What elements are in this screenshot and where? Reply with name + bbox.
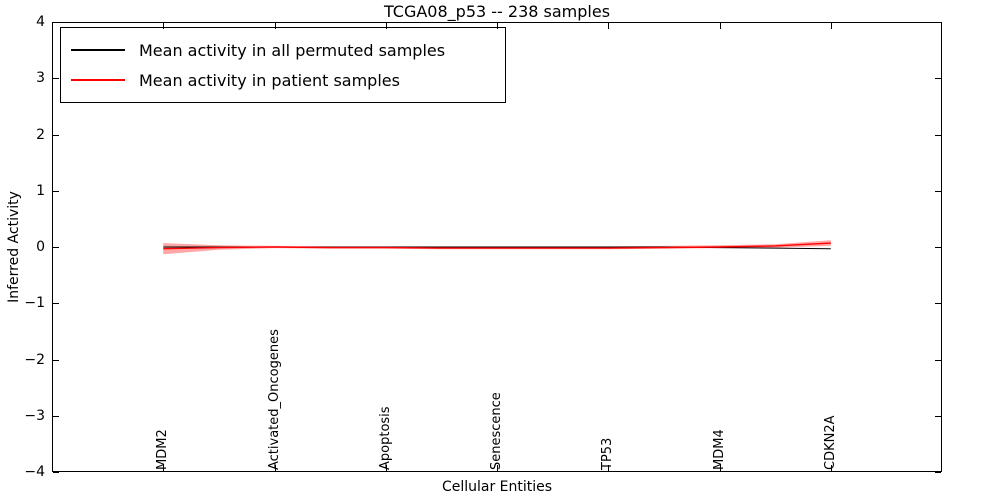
x-tick-mark-top [608, 23, 609, 29]
chart-title: TCGA08_p53 -- 238 samples [383, 2, 611, 21]
x-tick-label: Apoptosis [377, 406, 393, 470]
x-tick-label: MDM4 [711, 429, 727, 470]
y-tick-mark-left [53, 78, 59, 79]
y-tick-mark-right [935, 135, 941, 136]
y-tick-mark-left [53, 191, 59, 192]
x-tick-mark-bottom [497, 465, 498, 471]
y-tick-mark-left [53, 472, 59, 473]
x-tick-label: CDKN2A [822, 415, 838, 470]
legend-item: Mean activity in patient samples [71, 65, 495, 95]
legend-item-label: Mean activity in patient samples [139, 70, 400, 90]
patient-mean-line [163, 242, 831, 250]
legend-line [71, 79, 125, 81]
y-tick-mark-left [53, 247, 59, 248]
x-tick-mark-bottom [275, 465, 276, 471]
x-tick-label: MDM2 [155, 429, 171, 470]
y-tick-label: −4 [24, 464, 45, 480]
y-tick-label: −1 [24, 295, 45, 312]
y-tick-mark-right [935, 247, 941, 248]
y-tick-mark-right [935, 191, 941, 192]
x-tick-mark-top [163, 23, 164, 29]
legend: Mean activity in all permuted samples Mea… [60, 27, 506, 103]
y-tick-mark-right [935, 22, 941, 23]
y-tick-label: 0 [36, 239, 45, 255]
y-tick-mark-right [935, 303, 941, 304]
x-tick-mark-bottom [831, 465, 832, 471]
y-tick-mark-left [53, 22, 59, 23]
x-tick-mark-top [831, 23, 832, 29]
legend-item: Mean activity in all permuted samples [71, 35, 495, 65]
legend-item-label: Mean activity in all permuted samples [139, 40, 446, 60]
y-tick-mark-right [935, 416, 941, 417]
x-tick-label: Senescence [489, 392, 504, 470]
plot-canvas [163, 240, 831, 255]
x-tick-mark-bottom [163, 465, 164, 471]
y-tick-label: −2 [24, 351, 45, 368]
y-tick-label: 3 [36, 70, 45, 87]
x-tick-mark-bottom [720, 465, 721, 471]
legend-line [71, 49, 125, 51]
y-tick-mark-left [53, 416, 59, 417]
y-tick-mark-right [935, 472, 941, 473]
x-tick-mark-bottom [608, 465, 609, 471]
y-tick-mark-left [53, 360, 59, 361]
y-tick-mark-right [935, 360, 941, 361]
y-tick-label: 1 [36, 182, 45, 199]
x-tick-mark-top [720, 23, 721, 29]
y-tick-mark-left [53, 303, 59, 304]
x-tick-mark-top [275, 23, 276, 29]
x-tick-mark-top [497, 23, 498, 29]
y-tick-label: 4 [36, 14, 45, 30]
y-tick-label: −3 [24, 407, 45, 424]
y-tick-mark-right [935, 78, 941, 79]
y-tick-mark-left [53, 135, 59, 136]
x-axis-label: Cellular Entities [441, 479, 553, 495]
x-tick-label: Activated_Oncogenes [266, 329, 282, 470]
x-tick-mark-bottom [386, 465, 387, 471]
y-tick-label: 2 [36, 126, 45, 143]
x-tick-mark-top [386, 23, 387, 29]
